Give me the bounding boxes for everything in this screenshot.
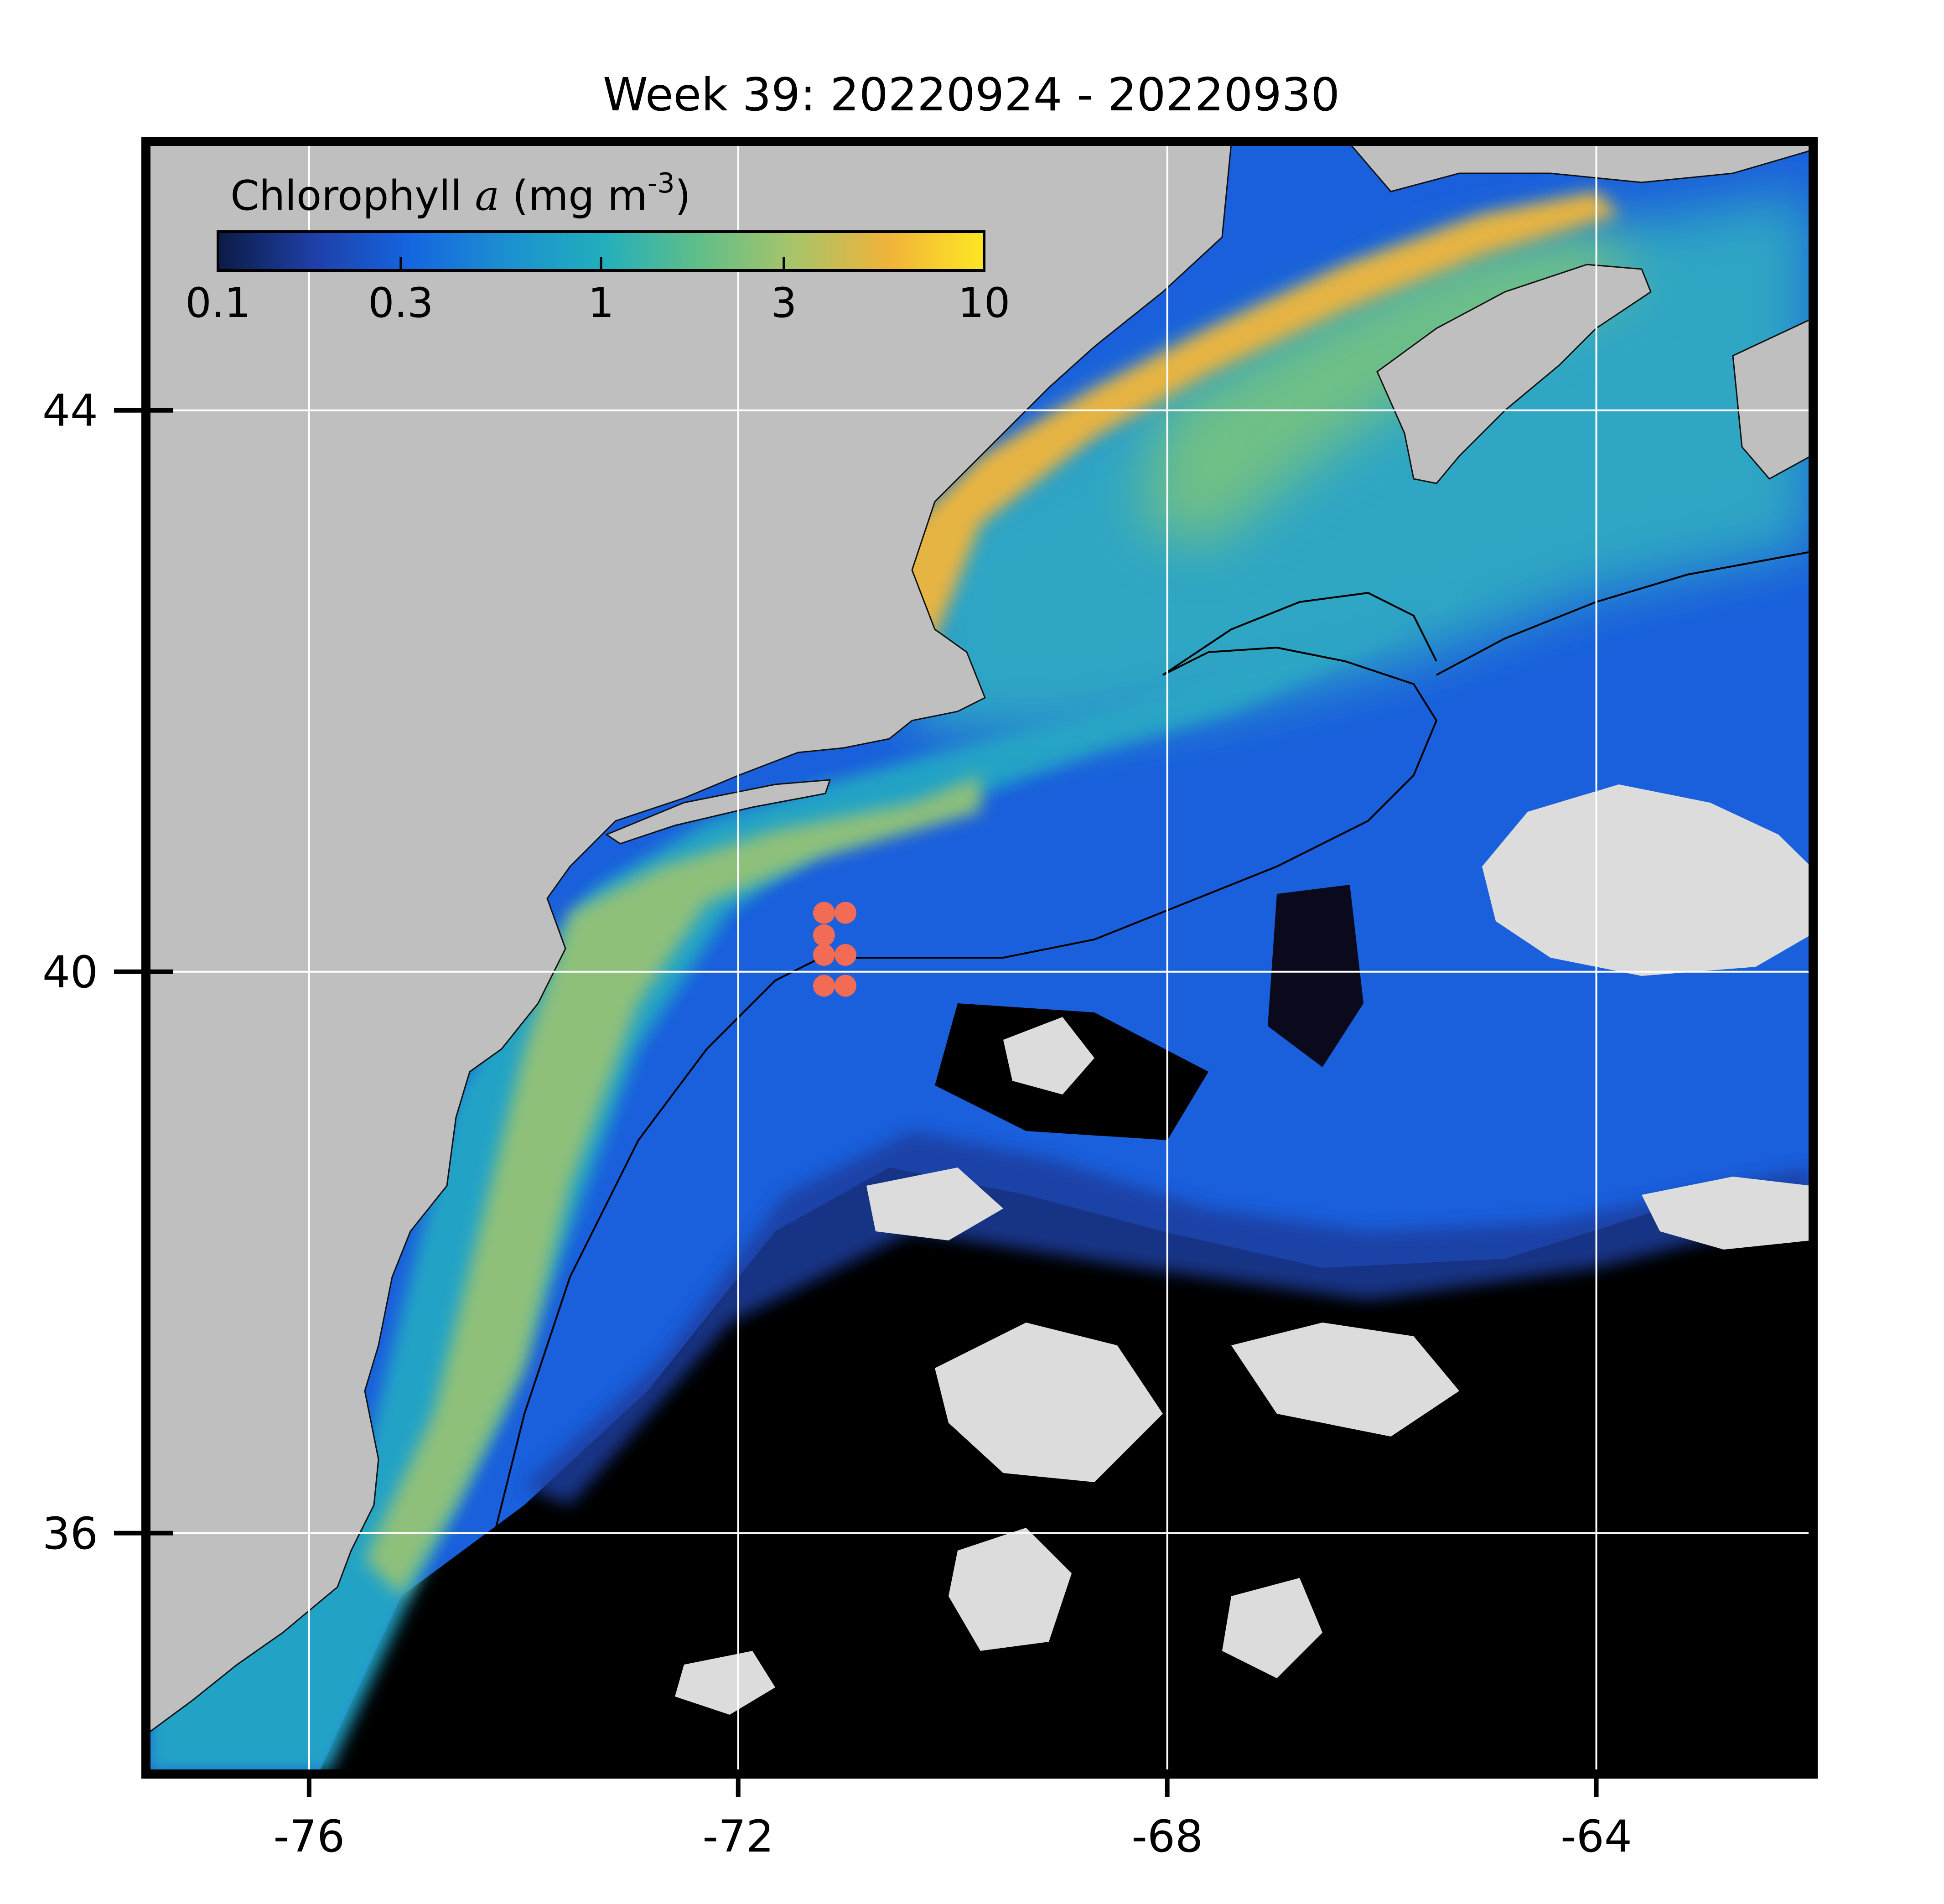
station-markers [813,902,856,997]
colorbar-label-close: ) [675,172,691,220]
colorbar-label-variable: a [475,172,499,220]
latitude-axis: 44 40 36 [42,385,173,1559]
colorbar-tick-label: 0.3 [368,279,433,327]
land-canada-north [1349,144,1811,192]
station-marker [834,944,856,966]
longitude-tick-label: -76 [273,1811,345,1862]
cloud-cover [866,1167,1003,1240]
longitude-axis: -76 -72 -68 -64 [273,1774,1632,1862]
map-area [148,144,1811,1772]
cloud-cover [935,1323,1163,1482]
latitude-tick-label: 36 [42,1508,98,1559]
latitude-tick-label: 40 [42,947,98,998]
colorbar-tick-label: 3 [771,279,797,327]
bathymetry-contour [492,646,1438,1542]
latitude-tick-label: 44 [42,385,98,436]
gridlines [148,144,1811,1772]
shelf-waters [148,575,1459,1772]
coastal-high-chlorophyll [365,775,980,1596]
colorbar: Chlorophyll a (mg m-3) 0.1 0.3 1 3 10 [185,167,1010,327]
longitude-tick-label: -64 [1560,1811,1632,1862]
colorbar-label: Chlorophyll a (mg m-3) [230,167,691,220]
longitude-tick-label: -68 [1131,1811,1203,1862]
land-newfoundland-tip [1732,318,1811,480]
longitude-tick-label: -72 [702,1811,774,1862]
coastal-high-chlorophyll [889,192,1619,684]
station-marker [813,924,835,946]
cloud-cover [1482,784,1811,976]
map-title: Week 39: 20220924 - 20220930 [603,68,1340,121]
colorbar-tick-label: 0.1 [185,279,250,327]
cloud-cover [675,1651,775,1715]
no-data-patch [1268,885,1363,1067]
colorbar-ticks: 0.1 0.3 1 3 10 [185,257,1010,327]
colorbar-tick-label: 1 [588,279,614,327]
station-marker [813,944,835,966]
cloud-cover [1642,1177,1811,1250]
colorbar-tick-label: 10 [958,279,1011,327]
cloud-cover [1231,1323,1459,1437]
station-marker [834,975,856,997]
colorbar-label-units: (mg m [499,172,648,220]
map-frame [141,137,1818,1779]
land-nova-scotia [1376,264,1652,484]
station-marker [813,902,835,924]
bathymetry-contour [1162,591,1437,676]
low-chlorophyll-band [524,1131,1811,1505]
land-long-island [605,779,831,845]
cloud-cover [1003,1017,1094,1095]
land-us-mainland [148,144,1232,1734]
station-marker [813,975,835,997]
cloud-cover [1222,1578,1322,1678]
cloud-cover [949,1528,1072,1651]
colorbar-label-superscript: -3 [648,167,675,199]
colorbar-label-prefix: Chlorophyll [230,172,475,220]
station-marker [834,902,856,924]
